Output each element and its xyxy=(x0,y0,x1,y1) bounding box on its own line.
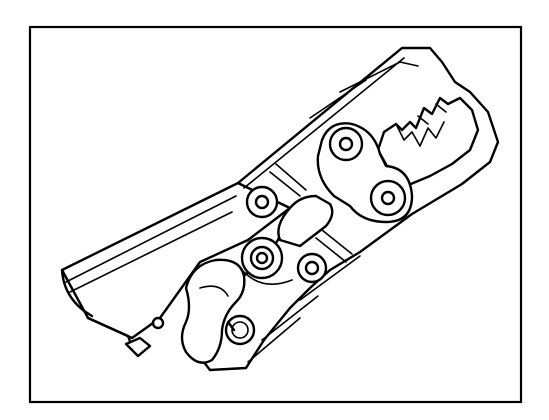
jaw-link-plate xyxy=(316,122,414,224)
right-pivot-bolt xyxy=(304,260,320,276)
center-pivot-bolt xyxy=(255,251,269,265)
ratchet-pawl xyxy=(180,258,246,364)
toggle-link xyxy=(277,194,334,248)
retaining-ring xyxy=(224,314,256,346)
upper-pivot-pin xyxy=(338,136,354,152)
figure-frame xyxy=(28,25,523,404)
handle-rivet xyxy=(151,316,165,330)
center-pivot xyxy=(240,236,293,286)
left-pivot-bolt xyxy=(254,194,270,210)
handle-end-lug xyxy=(124,336,152,358)
left-pivot xyxy=(245,185,279,219)
lower-pivot-pin xyxy=(380,190,396,206)
right-pivot xyxy=(296,252,328,284)
